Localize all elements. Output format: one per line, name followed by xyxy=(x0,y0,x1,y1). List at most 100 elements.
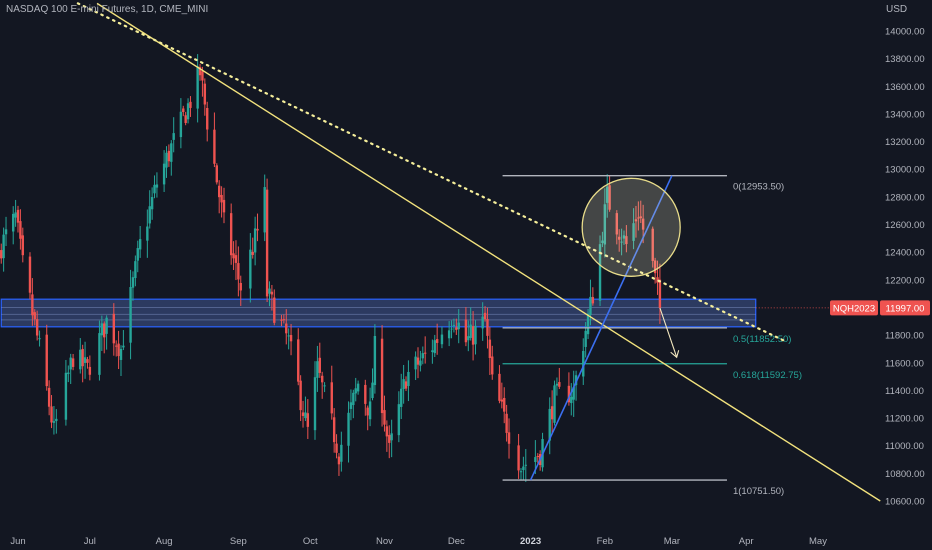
time-tick-label: Oct xyxy=(303,536,318,547)
candle-body xyxy=(522,466,525,471)
symbol-badge-text: NQH2023 xyxy=(833,303,875,314)
dotted-trendline xyxy=(76,2,788,344)
candle-body xyxy=(229,213,233,256)
candle-body xyxy=(4,229,8,235)
candle-body xyxy=(115,345,118,347)
price-tick-label: 13400.00 xyxy=(885,109,925,120)
candle-body xyxy=(162,163,166,185)
candle-body xyxy=(165,152,168,168)
candle-body xyxy=(2,234,5,259)
candle-body xyxy=(625,236,628,245)
candle-body xyxy=(606,186,609,203)
candle-body xyxy=(433,340,436,354)
candle-body xyxy=(474,325,477,345)
candle-body xyxy=(517,445,520,471)
candle-body xyxy=(464,319,468,343)
candle-body xyxy=(371,382,374,399)
candle-body xyxy=(86,359,89,363)
candle-body xyxy=(313,377,317,431)
price-tick-label: 11000.00 xyxy=(885,441,924,452)
time-tick-label: May xyxy=(809,536,827,547)
candle-body xyxy=(435,339,439,343)
swing-line xyxy=(529,175,673,481)
candle-body xyxy=(536,455,539,457)
candle-body xyxy=(237,263,240,280)
candle-body xyxy=(19,221,22,239)
symbol-badge xyxy=(830,300,878,316)
candle-body xyxy=(330,382,333,414)
candle-body xyxy=(69,357,72,370)
candle-body xyxy=(323,385,326,387)
support-zone[interactable] xyxy=(0,298,757,328)
candle-body xyxy=(598,244,602,301)
candle-body xyxy=(651,228,654,261)
candle-body xyxy=(14,212,17,218)
candle-body xyxy=(622,235,626,239)
candle-body xyxy=(641,218,645,230)
time-tick-label: Jun xyxy=(10,536,25,547)
candle-body xyxy=(0,250,3,259)
candle-body xyxy=(366,407,369,416)
candle-body xyxy=(206,107,209,130)
candle-body xyxy=(71,358,75,367)
time-tick-label: Sep xyxy=(230,536,247,547)
candle-body xyxy=(52,421,56,423)
candle-body xyxy=(332,417,336,443)
fib-level-label: 1(10751.50) xyxy=(733,486,784,497)
fibonacci-retracement[interactable]: 0(12953.50) 0.5(11852.50) 0.618(11592.75) 1… xyxy=(502,175,802,497)
candle-body xyxy=(634,219,638,222)
candle-body xyxy=(500,399,504,402)
candle-body xyxy=(570,396,573,404)
candle-body xyxy=(220,194,223,203)
candle-body xyxy=(373,335,377,386)
candle-body xyxy=(64,372,68,420)
candle-body xyxy=(491,356,494,375)
solid-trendline xyxy=(96,2,881,502)
candle-body xyxy=(28,256,32,293)
candle-body xyxy=(297,339,300,382)
candle-body xyxy=(603,204,607,245)
candle-body xyxy=(316,361,319,378)
price-tick-label: 14000.00 xyxy=(885,27,925,38)
candle-body xyxy=(184,115,187,123)
candle-body xyxy=(189,101,192,108)
time-tick-label: Mar xyxy=(664,536,680,547)
candle-body xyxy=(301,412,305,416)
candle-body xyxy=(50,406,53,423)
candle-body xyxy=(534,457,537,463)
candle-body xyxy=(550,406,554,420)
time-axis[interactable]: Jun Jul Aug Sep Oct Nov Dec 2023 Feb Mar Apr May xyxy=(10,536,827,547)
candle-body xyxy=(103,323,106,338)
candle-body xyxy=(383,410,386,425)
candle-body xyxy=(265,189,269,297)
price-tick-label: 13800.00 xyxy=(885,54,925,65)
candle-body xyxy=(414,356,417,370)
time-tick-label: Dec xyxy=(448,536,465,547)
candle-body xyxy=(105,317,108,334)
candle-body xyxy=(335,443,338,453)
candle-body xyxy=(421,353,424,359)
time-tick-label: Nov xyxy=(376,536,393,547)
candle-body xyxy=(67,372,70,375)
candle-body xyxy=(287,335,290,337)
projection-arrow-shaft xyxy=(659,307,678,358)
candle-body xyxy=(637,217,640,219)
candle-body xyxy=(217,185,221,198)
candle-body xyxy=(347,412,350,446)
candle-body xyxy=(203,83,207,105)
candle-body xyxy=(419,360,422,366)
candle-body xyxy=(148,206,151,224)
price-tick-label: 10600.00 xyxy=(885,497,925,508)
price-tick-label: 13600.00 xyxy=(885,82,925,93)
candle-body xyxy=(122,345,125,348)
candle-body xyxy=(572,386,575,400)
candle-body xyxy=(38,338,41,340)
candle-body xyxy=(117,343,120,357)
drawing-tools[interactable] xyxy=(76,2,881,502)
candle-body xyxy=(256,228,259,231)
candle-body xyxy=(467,336,470,341)
price-badge xyxy=(880,300,930,316)
candle-body xyxy=(505,413,508,433)
price-tick-label: 12800.00 xyxy=(885,192,925,203)
